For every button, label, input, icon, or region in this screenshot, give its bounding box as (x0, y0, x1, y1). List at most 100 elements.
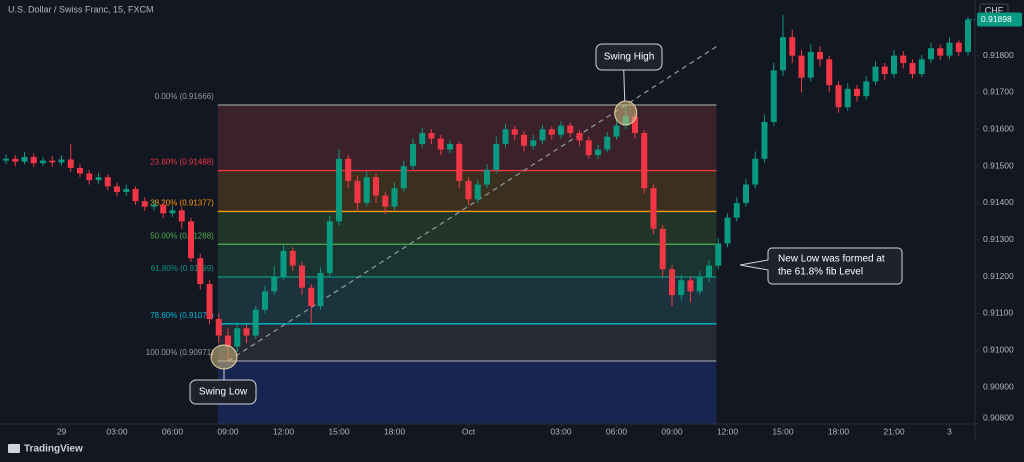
logo-mark (8, 444, 20, 453)
candle-body (733, 202, 740, 218)
candle-body (151, 204, 157, 207)
candle-body (40, 160, 46, 164)
fib-level-label: 78.60% (0.91072) (150, 311, 214, 320)
y-tick-label: 0.91100 (983, 308, 1013, 318)
candle-body (789, 37, 796, 56)
candle-body (743, 184, 749, 203)
candle-body (595, 149, 601, 156)
x-tick-label: 06:00 (606, 426, 628, 436)
candle-body (299, 265, 305, 288)
candle-body (687, 280, 694, 292)
candle-body (428, 132, 435, 139)
x-tick-label: 21:00 (883, 426, 905, 436)
candle-body (659, 228, 666, 270)
x-tick-label: 18:00 (384, 426, 406, 436)
candle-body (881, 66, 888, 75)
fib-level-label: 23.60% (0.91488) (150, 158, 214, 167)
candle-body (58, 159, 65, 163)
candle-body (243, 328, 250, 336)
candle-body (178, 210, 185, 222)
y-tick-label: 0.91000 (983, 345, 1014, 355)
swing-low-label: Swing Low (199, 387, 248, 398)
new-low-label: the 61.8% fib Level (778, 267, 863, 278)
candle-body (160, 204, 167, 214)
y-tick-label: 0.91600 (983, 124, 1014, 134)
candle-body (511, 129, 518, 135)
swing-low-marker (210, 344, 238, 370)
candle-body (234, 328, 241, 347)
x-tick-label: 03:00 (550, 426, 572, 436)
fib-zone (217, 211, 717, 245)
candle-body (280, 250, 287, 277)
y-tick-label: 0.91700 (983, 87, 1014, 97)
x-tick-label: 3 (947, 426, 952, 436)
x-tick-label: 06:00 (162, 426, 184, 436)
x-tick-label: 12:00 (273, 426, 295, 436)
candle-body (946, 42, 953, 56)
brand: TradingView (24, 444, 83, 455)
x-tick-label: 03:00 (106, 426, 128, 436)
x-tick-label: 15:00 (772, 426, 794, 436)
candle-body (548, 129, 555, 135)
candle-body (206, 284, 213, 320)
candle-body (141, 201, 148, 207)
y-tick-label: 0.91800 (983, 50, 1014, 60)
candle-body (891, 55, 897, 75)
candle-body (900, 55, 907, 63)
candle-body (502, 129, 509, 145)
callout-box (595, 43, 663, 71)
y-tick-label: 0.91500 (983, 160, 1014, 170)
x-tick-label: 18:00 (828, 426, 850, 436)
candle-body (326, 221, 333, 273)
candle-body (530, 140, 537, 146)
callout-box (739, 247, 903, 285)
fib-level-label: 50.00% (0.91288) (150, 231, 214, 240)
candle-body (761, 121, 768, 159)
candle-body (484, 169, 490, 185)
candle-body (576, 132, 583, 141)
candle-body (77, 167, 83, 174)
fib-level-label: 61.80% (0.91199) (151, 264, 214, 273)
fib-zone (217, 361, 717, 424)
candle-body (909, 62, 916, 75)
candle-body (724, 217, 731, 244)
candle-body (400, 166, 407, 189)
candle-body (632, 116, 638, 133)
candle-body (817, 51, 823, 60)
candle-body (918, 59, 925, 75)
fib-trend-line (227, 46, 717, 362)
candle-body (863, 81, 870, 97)
fib-zone (217, 277, 717, 324)
candle-body (317, 272, 324, 307)
candle-body (807, 51, 814, 78)
x-tick-label: 12:00 (717, 426, 739, 436)
candle-body (104, 177, 111, 187)
candle-body (225, 335, 231, 347)
candle-body (354, 180, 361, 203)
candle-body (30, 156, 37, 164)
last-price-box (977, 12, 1022, 27)
y-tick-label: 0.91400 (983, 197, 1014, 207)
y-tick-label: 0.90800 (983, 412, 1014, 422)
candle-body (169, 210, 176, 214)
candle-body (95, 177, 102, 181)
last-price-label: 0.91898 (981, 14, 1012, 24)
candle-body (752, 158, 759, 185)
fib-level-label: 0.00% (0.91666) (155, 92, 214, 101)
candle-body (49, 160, 56, 163)
candle-body (558, 125, 564, 135)
candle-body (928, 48, 934, 60)
candle-body (188, 221, 194, 259)
candle-body (854, 88, 860, 97)
candle-body (336, 158, 342, 222)
fib-level-label: 100.00% (0.90971) (146, 348, 214, 357)
candle-body (604, 136, 611, 150)
candle-body (447, 144, 453, 150)
x-tick-label: Oct (462, 426, 476, 436)
candle-body (197, 258, 204, 285)
candle-body (780, 37, 786, 71)
candle-body (770, 70, 777, 122)
chart-title: U.S. Dollar / Swiss Franc, 15, FXCM (8, 4, 154, 14)
x-tick-label: 15:00 (328, 426, 350, 436)
